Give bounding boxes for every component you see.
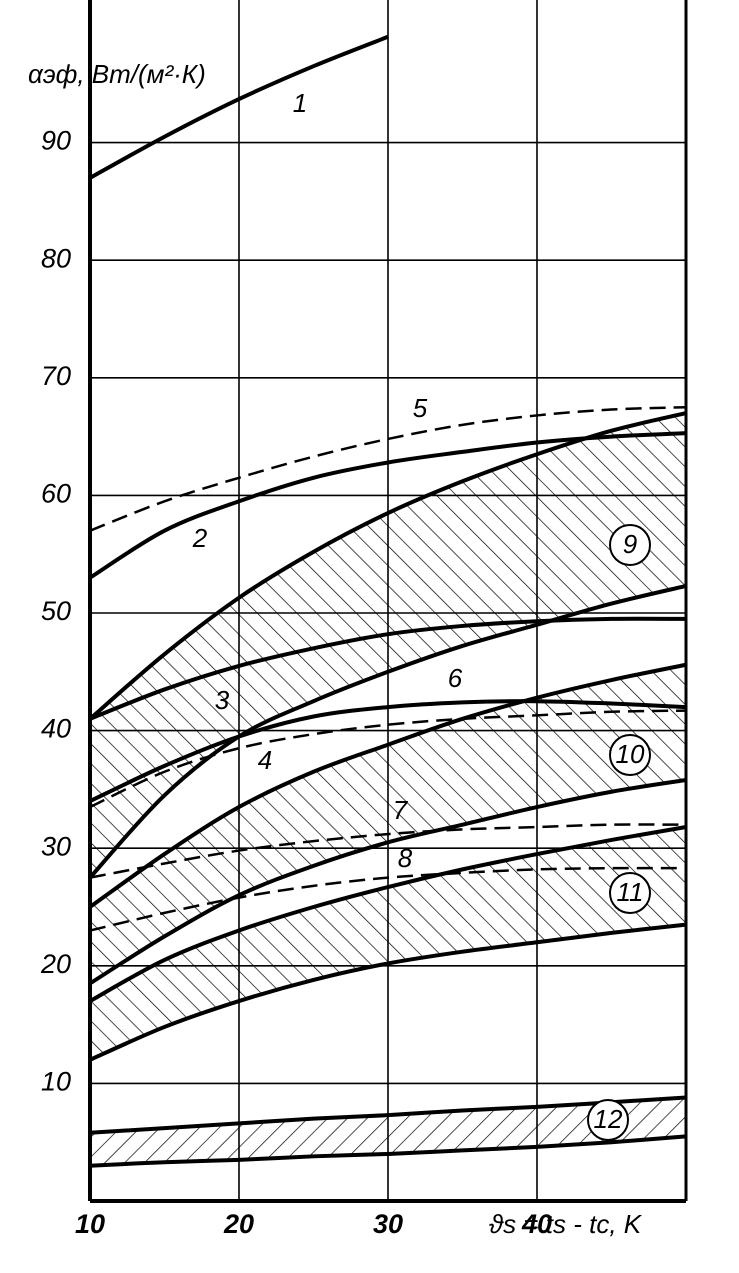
series-line <box>90 616 686 721</box>
band-edge <box>89 922 687 1062</box>
series-label: 6 <box>448 663 463 693</box>
x-tick-label: 30 <box>373 1209 403 1239</box>
x-tick-label: 40 <box>521 1209 552 1239</box>
series-line <box>90 699 686 803</box>
band-edge <box>89 825 687 1003</box>
series-line <box>90 431 686 580</box>
band-label: 12 <box>594 1104 623 1134</box>
y-tick-label: 40 <box>41 714 71 744</box>
band-area <box>90 827 686 1060</box>
series-label: 1 <box>293 88 307 118</box>
band-label: 10 <box>616 739 645 769</box>
series-line <box>90 866 686 932</box>
series-label: 2 <box>192 523 208 553</box>
series-label: 3 <box>215 685 230 715</box>
band-area <box>90 664 686 984</box>
band-label-circle <box>609 734 651 776</box>
band-edge <box>89 1095 687 1135</box>
band-label-circle <box>587 1099 629 1141</box>
y-tick-label: 90 <box>41 126 71 156</box>
y-tick-label: 80 <box>41 243 71 273</box>
y-tick-label: 10 <box>41 1067 71 1097</box>
band-label: 9 <box>623 529 637 559</box>
band-edge <box>88 584 687 879</box>
y-tick-label: 30 <box>41 831 71 861</box>
band-edge <box>88 662 687 909</box>
band-edge <box>88 778 687 986</box>
series-label: 8 <box>398 843 413 873</box>
band-label-circle <box>609 524 651 566</box>
y-tick-label: 70 <box>41 361 71 391</box>
band-label: 11 <box>617 877 644 907</box>
series-label: 7 <box>393 795 409 825</box>
band-edge <box>89 1134 687 1168</box>
series-line <box>90 823 686 879</box>
x-tick-label: 10 <box>75 1209 105 1239</box>
series-label: 4 <box>258 745 272 775</box>
y-tick-label: 60 <box>41 479 71 509</box>
y-tick-label: 50 <box>41 596 71 626</box>
x-axis-label: ϑs = ts - tc, K <box>489 1209 643 1239</box>
series-line <box>90 405 686 532</box>
band-area <box>90 1097 686 1166</box>
y-tick-label: 20 <box>40 949 71 979</box>
series-label: 5 <box>413 393 428 423</box>
series-line <box>90 709 686 809</box>
band-area <box>90 413 686 878</box>
x-tick-label: 20 <box>223 1209 254 1239</box>
series-line <box>90 34 389 180</box>
band-label-circle <box>609 872 651 914</box>
y-axis-label: αэф, Вт/(м²·К) <box>28 59 206 89</box>
